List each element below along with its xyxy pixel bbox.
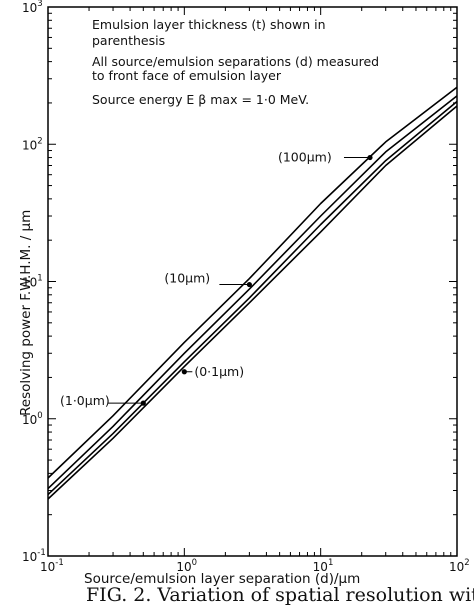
- series-line: [47, 95, 458, 490]
- y-tick-label: 101: [22, 274, 43, 290]
- axis-ticks: 10-1 100 101 102 10-1 100 101 102 103: [22, 0, 470, 574]
- y-tick-label: 103: [22, 0, 43, 15]
- note-line-2: parenthesis: [92, 33, 165, 48]
- series-label: (10µm): [164, 271, 210, 286]
- x-tick-label: 101: [313, 558, 334, 574]
- note-line-5: Source energy E β max = 1·0 MeV.: [92, 92, 309, 107]
- x-axis-label: Source/emulsion layer separation (d)/µm: [84, 571, 360, 587]
- note-line-1: Emulsion layer thickness (t) shown in: [92, 17, 326, 32]
- series-line: [47, 105, 458, 500]
- y-tick-label: 10-1: [22, 548, 46, 564]
- y-tick-label: 102: [22, 136, 43, 152]
- series-line: [47, 100, 458, 496]
- series-line: [47, 86, 458, 479]
- figure-caption: FIG. 2. Variation of spatial resolution …: [86, 584, 474, 605]
- y-axis-label: Resolving power F.W.H.M. / µm: [18, 210, 34, 416]
- note-line-4: to front face of emulsion layer: [92, 68, 282, 83]
- curves-group: [47, 86, 458, 500]
- series-label: (1·0µm): [60, 393, 110, 408]
- series-label: (0·1µm): [194, 364, 244, 379]
- note-line-3: All source/emulsion separations (d) meas…: [92, 54, 379, 69]
- plot-frame: [47, 6, 458, 557]
- y-tick-label: 100: [22, 411, 43, 427]
- curve-labels: (100µm) (10µm) (1·0µm) (0·1µm): [60, 150, 370, 408]
- x-tick-label: 10-1: [40, 558, 64, 574]
- series-label: (100µm): [278, 150, 332, 165]
- x-tick-label: 100: [176, 558, 197, 574]
- series-marker: [181, 369, 187, 375]
- x-tick-label: 102: [449, 558, 470, 574]
